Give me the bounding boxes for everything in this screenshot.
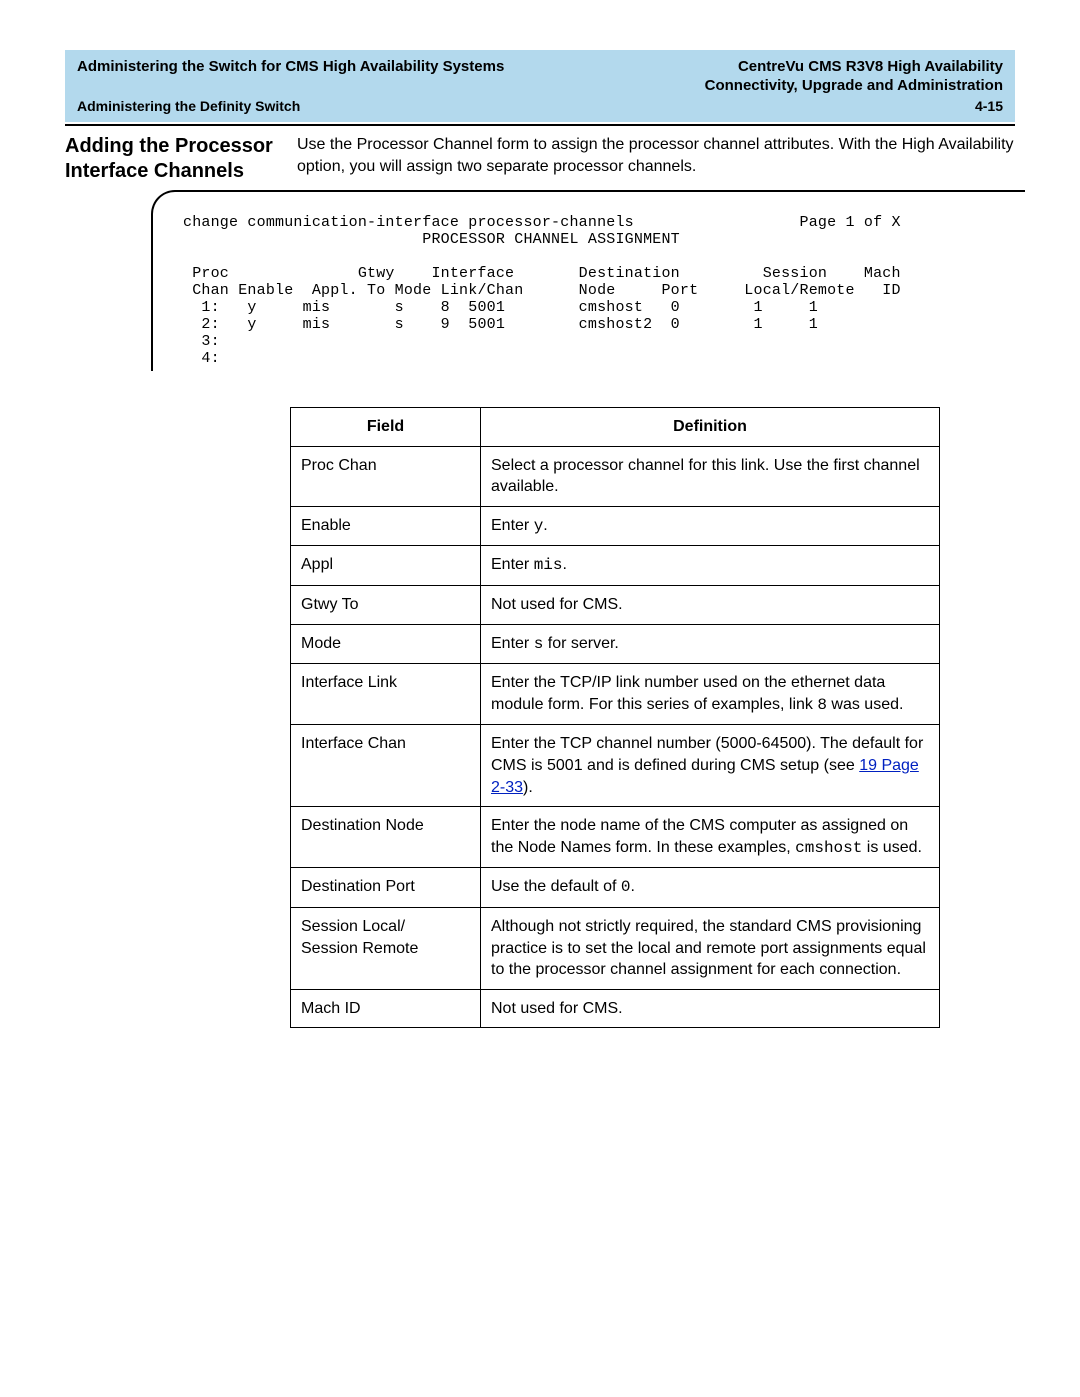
cell-definition: Enter the TCP channel number (5000-64500… (481, 725, 940, 807)
text: Enter (491, 517, 534, 534)
code-text: cmshost (795, 839, 862, 857)
header-page-number: 4-15 (975, 98, 1003, 114)
header-right-title: CentreVu CMS R3V8 High Availability (738, 58, 1003, 75)
text: Although not strictly required, the stan… (491, 918, 926, 978)
definition-table: Field Definition Proc Chan Select a proce… (290, 407, 940, 1028)
text: Use the default of (491, 878, 621, 895)
table-row: Interface ChanEnter the TCP channel numb… (291, 725, 940, 807)
text: is used. (862, 839, 922, 856)
page-header: Administering the Switch for CMS High Av… (65, 50, 1015, 122)
cell-field: Mach ID (291, 989, 481, 1028)
cell-field: Destination Node (291, 807, 481, 868)
code-text: 8 (817, 696, 827, 714)
text: . (563, 556, 567, 573)
code-text: mis (534, 556, 563, 574)
cell-definition: Select a processor channel for this link… (481, 446, 940, 506)
cell-field: Proc Chan (291, 446, 481, 506)
header-product-rest: CMS R3V8 High Availability (804, 58, 1003, 75)
cell-field: Enable (291, 506, 481, 546)
text: Select a processor channel for this link… (491, 457, 920, 496)
table-row: Mach ID Not used for CMS. (291, 989, 940, 1028)
terminal-container: change communication-interface processor… (165, 196, 1015, 367)
table-row: Interface LinkEnter the TCP/IP link numb… (291, 664, 940, 725)
text: Enter (491, 635, 534, 652)
cell-definition: Use the default of 0. (481, 868, 940, 908)
cell-definition: Enter y. (481, 506, 940, 546)
col-header-field: Field (291, 408, 481, 447)
cell-field: Appl (291, 546, 481, 586)
terminal-text: change communication-interface processor… (165, 196, 1015, 367)
text: Enter (491, 556, 534, 573)
cell-field: Destination Port (291, 868, 481, 908)
text: for server. (543, 635, 619, 652)
cell-definition: Enter the TCP/IP link number used on the… (481, 664, 940, 725)
text: was used. (827, 696, 903, 713)
cell-field: Mode (291, 624, 481, 664)
section-title: Adding the Processor Interface Channels (65, 134, 275, 184)
col-header-definition: Definition (481, 408, 940, 447)
section: Adding the Processor Interface Channels … (65, 134, 1015, 184)
table-row: Gtwy To Not used for CMS. (291, 585, 940, 624)
text: . (630, 878, 634, 895)
text: Not used for CMS. (491, 596, 623, 613)
cell-definition: Enter s for server. (481, 624, 940, 664)
text: . (543, 517, 547, 534)
table-row: Proc Chan Select a processor channel for … (291, 446, 940, 506)
cell-definition: Not used for CMS. (481, 989, 940, 1028)
table-row: Destination NodeEnter the node name of t… (291, 807, 940, 868)
terminal-left-border (151, 218, 153, 371)
header-left-sub: Administering the Definity Switch (77, 98, 300, 114)
header-left-title: Administering the Switch for CMS High Av… (77, 58, 504, 75)
cell-field: Gtwy To (291, 585, 481, 624)
table-row: Destination PortUse the default of 0. (291, 868, 940, 908)
header-subtitle: Connectivity, Upgrade and Administration (77, 77, 1003, 94)
terminal-top-border (179, 190, 1025, 192)
cell-field: Interface Chan (291, 725, 481, 807)
cell-field: Session Local/ Session Remote (291, 907, 481, 989)
code-text: s (534, 635, 544, 653)
section-body: Use the Processor Channel form to assign… (297, 134, 1015, 184)
cell-definition: Enter mis. (481, 546, 940, 586)
divider (65, 124, 1015, 126)
cell-definition: Enter the node name of the CMS computer … (481, 807, 940, 868)
table-row: Session Local/ Session RemoteAlthough no… (291, 907, 940, 989)
table-row: ModeEnter s for server. (291, 624, 940, 664)
cell-definition: Not used for CMS. (481, 585, 940, 624)
text: ). (523, 779, 533, 796)
text: Not used for CMS. (491, 1000, 623, 1017)
cell-definition: Although not strictly required, the stan… (481, 907, 940, 989)
code-text: y (534, 517, 544, 535)
cell-field: Interface Link (291, 664, 481, 725)
header-product-name: CentreVu (738, 58, 804, 75)
table-header-row: Field Definition (291, 408, 940, 447)
table-row: ApplEnter mis. (291, 546, 940, 586)
table-row: EnableEnter y. (291, 506, 940, 546)
